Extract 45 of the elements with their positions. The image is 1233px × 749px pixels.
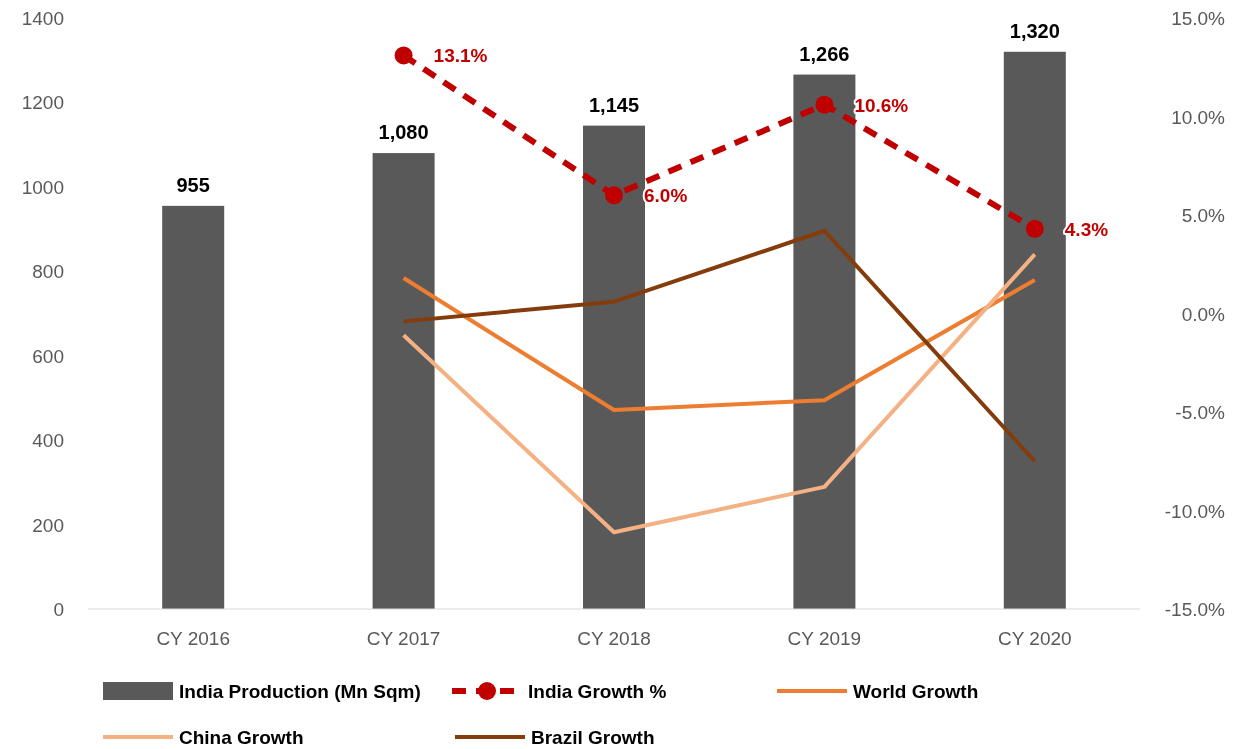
y-tick-label: 400: [32, 430, 64, 452]
y-tick-label: 1000: [21, 176, 64, 198]
x-tick-label: CY 2020: [998, 628, 1072, 649]
data-label: 1,145: [588, 93, 640, 116]
bar: [583, 125, 645, 609]
data-label: 1,266: [799, 42, 850, 65]
y2-tick-label: -5.0%: [1175, 402, 1226, 423]
x-tick-label: CY 2018: [577, 628, 651, 649]
data-label: 10.6%: [854, 94, 909, 116]
y-tick-label: 0: [53, 599, 64, 620]
point: [605, 186, 623, 205]
legend-label: Brazil Growth: [531, 727, 655, 748]
line-series: [401, 276, 1037, 413]
bar: [372, 153, 435, 609]
point: [394, 46, 413, 65]
y2-tick-label: 0.0%: [1181, 303, 1226, 325]
y2-tick-label: -10.0%: [1164, 500, 1226, 522]
y2-tick-label: -15.0%: [1164, 599, 1226, 620]
line-series: [401, 252, 1037, 535]
y2-tick-label: 15.0%: [1171, 8, 1226, 29]
x-tick-label: CY 2019: [787, 628, 862, 649]
bar: [793, 74, 856, 609]
point: [1025, 219, 1044, 238]
x-tick-label: CY 2017: [366, 628, 441, 649]
line-series: [401, 228, 1037, 464]
point: [815, 95, 834, 114]
data-label: 4.3%: [1064, 218, 1109, 240]
x-tick-label: CY 2016: [156, 628, 230, 649]
legend-label: India Growth %: [528, 681, 667, 702]
legend-label: China Growth: [179, 727, 304, 748]
data-label: 1,320: [1009, 19, 1060, 42]
y-tick-label: 1200: [21, 92, 64, 114]
legend-label: India Production (Mn Sqm): [179, 681, 421, 702]
legend-label: World Growth: [853, 681, 979, 702]
bar: [162, 205, 225, 609]
y2-tick-label: 10.0%: [1171, 106, 1226, 128]
y2-tick-label: 5.0%: [1181, 205, 1226, 226]
y-tick-label: 600: [32, 345, 64, 367]
data-label: 955: [176, 173, 210, 196]
y-tick-label: 800: [32, 261, 64, 283]
data-label: 1,080: [378, 121, 429, 144]
data-label: 13.1%: [433, 45, 488, 67]
y-tick-label: 1400: [21, 8, 64, 29]
y-tick-label: 200: [32, 514, 64, 536]
bar: [1003, 51, 1066, 609]
